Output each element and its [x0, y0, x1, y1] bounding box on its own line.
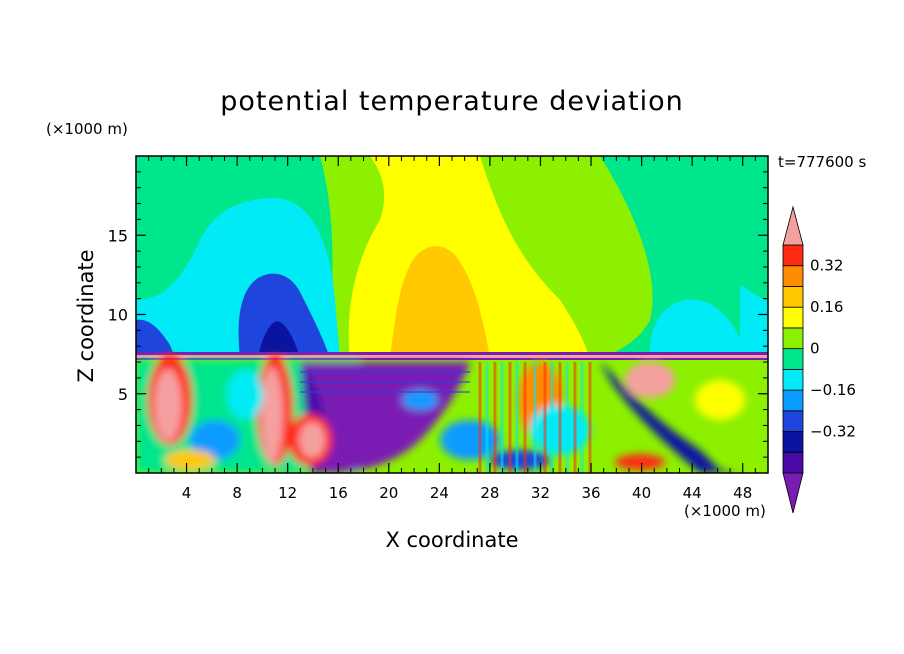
colorbar-bin — [782, 389, 804, 412]
colorbar: 0.32 0.16 0 −0.16 −0.32 — [782, 205, 856, 514]
x-tick-label: 12 — [278, 484, 297, 502]
colorbar-extend-max — [782, 205, 804, 246]
z-axis-unit: (×1000 m) — [46, 120, 128, 138]
y-tick-label: 15 — [108, 226, 128, 245]
chart-title: potential temperature deviation — [220, 86, 684, 117]
colorbar-bin — [782, 368, 804, 391]
y-axis-label: Z coordinate — [74, 249, 98, 383]
x-tick-label: 48 — [733, 484, 752, 502]
colorbar-bin — [782, 265, 804, 287]
colorbar-tick-label: 0.32 — [810, 257, 843, 275]
colorbar-extend-min — [782, 472, 804, 514]
x-tick-label: 40 — [632, 484, 651, 502]
contour-field — [136, 156, 768, 473]
y-tick-label: 5 — [118, 385, 128, 404]
x-tick-label: 28 — [480, 484, 499, 502]
x-tick-label: 44 — [683, 484, 702, 502]
x-tick-label: 36 — [581, 484, 600, 502]
x-tick-label: 8 — [232, 484, 242, 502]
colorbar-tick-label: −0.16 — [810, 381, 856, 399]
colorbar-tick-label: 0.16 — [810, 298, 843, 316]
x-tick-label: 16 — [329, 484, 348, 502]
time-label: t=777600 s — [778, 153, 867, 171]
colorbar-bin — [782, 286, 804, 308]
colorbar-bin — [782, 410, 804, 432]
y-tick-label: 10 — [108, 306, 128, 325]
x-axis-label: X coordinate — [385, 528, 519, 552]
x-tick-label: 24 — [430, 484, 449, 502]
colorbar-bin — [782, 431, 804, 453]
colorbar-bin — [782, 348, 804, 370]
colorbar-tick-label: −0.32 — [810, 423, 856, 441]
x-tick-label: 32 — [531, 484, 550, 502]
colorbar-bin — [782, 244, 804, 267]
x-tick-label: 4 — [182, 484, 192, 502]
colorbar-bin — [782, 451, 804, 474]
x-axis-unit: (×1000 m) — [684, 502, 766, 520]
x-tick-label: 20 — [379, 484, 398, 502]
colorbar-bin — [782, 327, 804, 350]
colorbar-bin — [782, 306, 804, 329]
x-axis: 4 8 12 16 20 24 28 32 36 40 44 48 — [148, 156, 756, 502]
colorbar-tick-label: 0 — [810, 340, 820, 358]
y-axis: 5 10 15 — [108, 171, 768, 458]
